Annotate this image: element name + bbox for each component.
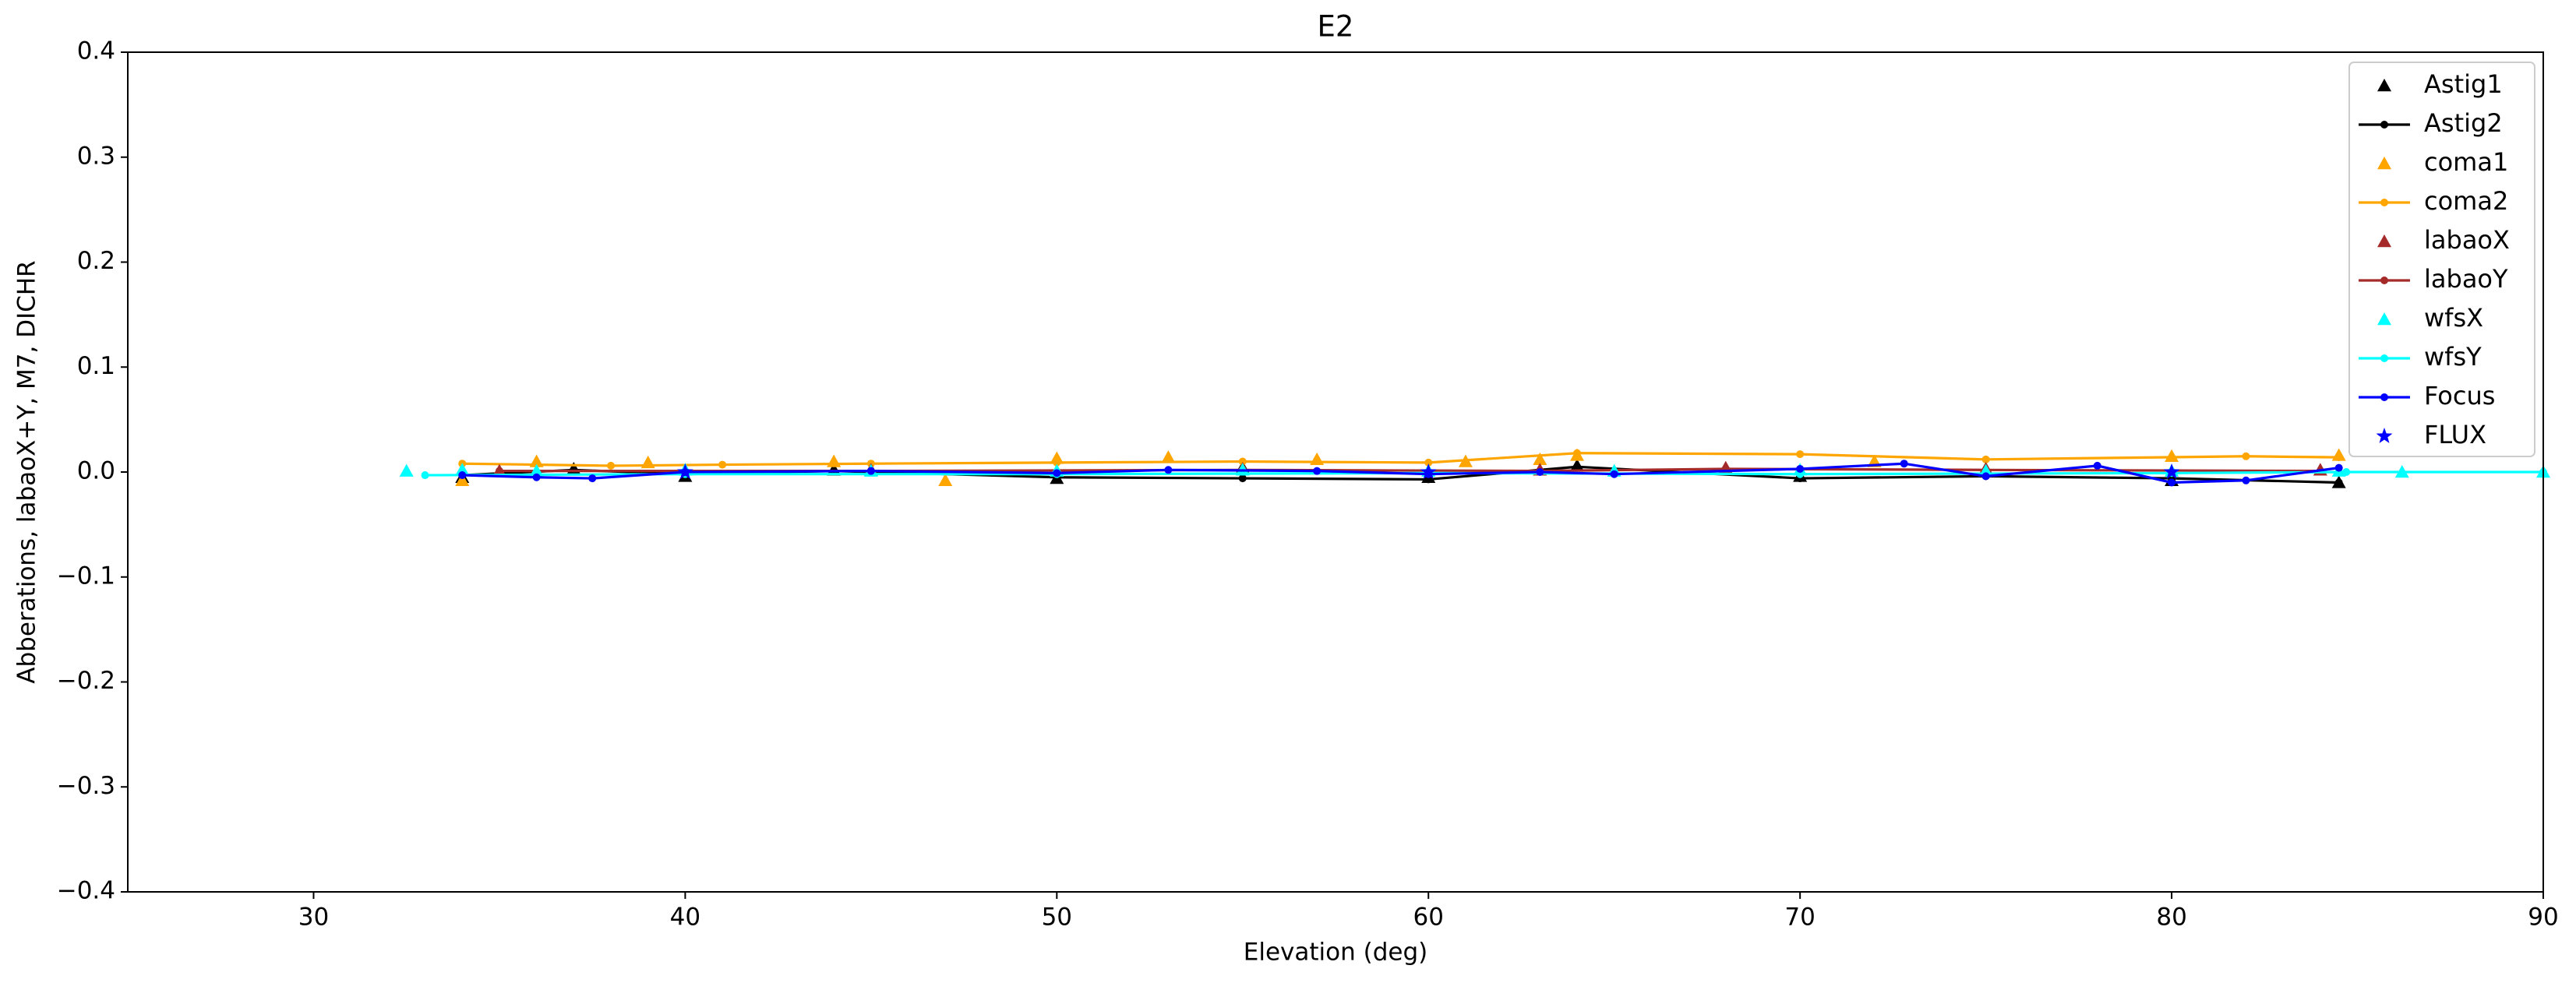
dot-marker: [2380, 121, 2388, 129]
triangle-marker: [2377, 234, 2391, 248]
dot-marker: [1981, 455, 1990, 463]
y-tick-label: 0.3: [77, 142, 115, 170]
y-tick-label: −0.3: [57, 772, 115, 800]
series-line: [462, 462, 2339, 484]
x-tick-label: 50: [1042, 904, 1072, 932]
dot-marker: [2242, 476, 2250, 484]
dot-marker: [1900, 460, 1908, 468]
triangle-marker: [2377, 79, 2391, 92]
y-axis-label: Abberations, labaoX+Y, M7, DICHR: [13, 260, 41, 683]
y-tick-label: −0.4: [57, 877, 115, 905]
dot-marker: [1238, 457, 1247, 466]
dot-marker: [1164, 466, 1173, 474]
dot-marker: [2334, 478, 2343, 487]
legend-label: Astig1: [2424, 69, 2503, 99]
triangle-marker: [938, 473, 953, 486]
y-tick-label: 0.0: [77, 457, 115, 485]
legend-label: Astig2: [2424, 108, 2503, 138]
dot-marker: [2334, 453, 2343, 462]
triangle-marker: [399, 463, 414, 477]
dot-marker: [588, 474, 597, 483]
dot-marker: [607, 461, 615, 470]
dot-marker: [495, 467, 503, 475]
triangle-marker: [1050, 451, 1064, 464]
dot-marker: [1053, 469, 1061, 477]
triangle-marker: [1161, 450, 1176, 463]
triangle-marker: [2377, 157, 2391, 170]
triangle-marker: [455, 463, 470, 476]
dot-marker: [1424, 458, 1433, 467]
star-marker: [676, 463, 693, 479]
triangle-marker: [2165, 449, 2179, 462]
triangle-marker: [455, 473, 470, 486]
x-tick-label: 70: [1784, 904, 1815, 932]
legend-label: FLUX: [2424, 420, 2486, 449]
dot-marker: [2380, 354, 2388, 362]
dot-marker: [1536, 468, 1544, 476]
legend-label: wfsY: [2424, 342, 2482, 372]
y-tick-label: −0.2: [57, 667, 115, 695]
triangle-marker: [529, 463, 544, 477]
star-marker: [1420, 463, 1437, 479]
dot-marker: [532, 473, 541, 481]
dot-marker: [1796, 450, 1805, 459]
chart-title: E2: [1318, 10, 1354, 44]
dot-marker: [421, 471, 429, 480]
axes-frame: [127, 51, 2544, 893]
y-tick-label: 0.2: [77, 247, 115, 275]
x-tick-label: 80: [2156, 904, 2186, 932]
legend: Astig1 Astig2 coma1 coma2 labaoX labaoY wfsX wf…: [2348, 62, 2535, 457]
triangle-marker: [2377, 312, 2391, 326]
x-tick-label: 60: [1413, 904, 1444, 932]
dot-marker: [1610, 470, 1618, 478]
x-tick-label: 40: [670, 904, 700, 932]
legend-label: coma1: [2424, 147, 2508, 177]
dot-marker: [2380, 393, 2388, 401]
dot-marker: [1573, 449, 1581, 457]
legend-label: wfsX: [2424, 303, 2483, 333]
dot-marker: [2342, 468, 2351, 476]
legend-label: labaoY: [2424, 264, 2508, 294]
dot-marker: [866, 467, 875, 475]
dot-marker: [1313, 467, 1322, 475]
x-tick-label: 30: [298, 904, 329, 932]
dot-marker: [458, 471, 467, 480]
dot-marker: [1053, 458, 1061, 467]
star-marker: [2376, 428, 2393, 443]
dot-marker: [2168, 478, 2176, 487]
dot-marker: [1238, 474, 1247, 483]
triangle-marker: [1533, 452, 1547, 466]
dot-marker: [2242, 452, 2250, 460]
y-tick-label: 0.1: [77, 352, 115, 380]
y-tick-label: 0.4: [77, 37, 115, 65]
legend-label: coma2: [2424, 186, 2508, 216]
dot-marker: [1573, 463, 1581, 471]
x-tick-label: 90: [2528, 904, 2558, 932]
y-tick-label: −0.1: [57, 562, 115, 590]
dot-marker: [1796, 464, 1805, 473]
legend-label: labaoX: [2424, 225, 2510, 255]
dot-marker: [718, 460, 727, 469]
dot-marker: [2380, 199, 2388, 206]
dot-marker: [1981, 472, 1990, 481]
legend-label: Focus: [2424, 381, 2495, 410]
dot-marker: [2380, 277, 2388, 284]
star-marker: [2163, 463, 2180, 479]
dot-marker: [2093, 461, 2101, 470]
series-line: [462, 452, 2339, 467]
x-axis-label: Elevation (deg): [1244, 939, 1427, 967]
dot-marker: [2334, 463, 2343, 472]
